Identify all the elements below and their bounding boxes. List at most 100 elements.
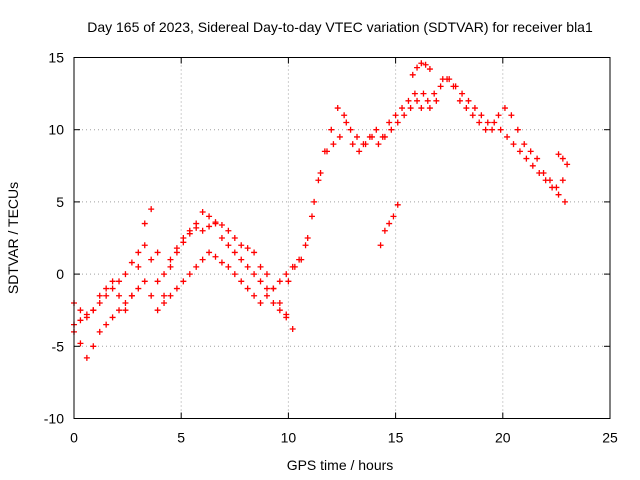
data-point [244, 263, 251, 270]
series-track-5 [296, 76, 566, 263]
data-point [465, 97, 472, 104]
data-point [167, 292, 174, 299]
data-point [478, 112, 485, 119]
data-point [186, 230, 193, 237]
data-point [360, 141, 367, 148]
y-tick-label: -5 [52, 338, 65, 354]
data-point [559, 155, 566, 162]
series-track-6 [377, 201, 401, 249]
data-point [459, 90, 466, 97]
data-point [411, 90, 418, 97]
data-point [263, 285, 270, 292]
data-point [90, 307, 97, 314]
data-point [225, 227, 232, 234]
data-point [426, 66, 433, 73]
data-point [482, 126, 489, 133]
y-axis-label: SDTVAR / TECUs [5, 182, 21, 294]
data-point [405, 97, 412, 104]
data-point [431, 90, 438, 97]
data-point [154, 249, 161, 256]
data-point [456, 97, 463, 104]
data-point [311, 198, 318, 205]
data-point [321, 148, 328, 155]
data-point [244, 285, 251, 292]
series-track-7 [409, 60, 433, 78]
data-point [161, 292, 168, 299]
data-point [420, 90, 427, 97]
data-point [392, 112, 399, 119]
data-point [529, 162, 536, 169]
data-point [341, 112, 348, 119]
data-point [186, 271, 193, 278]
data-point [283, 311, 290, 318]
data-point [173, 245, 180, 252]
data-point [154, 307, 161, 314]
data-point [206, 249, 213, 256]
data-point [328, 126, 335, 133]
data-point [390, 213, 397, 220]
data-point [238, 278, 245, 285]
data-point [553, 184, 560, 191]
data-point [444, 76, 451, 83]
data-point [231, 249, 238, 256]
data-point [103, 285, 110, 292]
data-point [555, 151, 562, 158]
data-point [386, 119, 393, 126]
data-point [141, 278, 148, 285]
x-tick-label: 5 [177, 430, 185, 446]
data-point [225, 242, 232, 249]
data-point [334, 105, 341, 112]
data-point [276, 307, 283, 314]
x-tick-label: 15 [388, 430, 404, 446]
data-point [433, 97, 440, 104]
data-point [424, 97, 431, 104]
data-point [135, 263, 142, 270]
data-point [135, 285, 142, 292]
data-point [304, 235, 311, 241]
data-point [283, 271, 290, 278]
data-point [330, 141, 337, 148]
data-point [315, 177, 322, 184]
data-point [218, 259, 225, 266]
data-point [349, 141, 356, 148]
data-point [218, 222, 225, 229]
grid [74, 57, 610, 419]
data-point [180, 278, 187, 285]
data-point [317, 170, 324, 177]
data-point [212, 219, 219, 226]
data-point [476, 119, 483, 126]
data-point [238, 256, 245, 263]
data-point [381, 227, 388, 234]
data-point [122, 299, 129, 306]
data-point [471, 105, 478, 112]
data-point [263, 292, 270, 299]
data-point [401, 112, 408, 119]
data-point [285, 278, 292, 285]
data-point [484, 119, 491, 126]
data-point [116, 278, 123, 285]
data-point [302, 242, 309, 249]
data-point [251, 271, 258, 278]
data-point [122, 271, 129, 278]
data-point [154, 278, 161, 285]
data-point [546, 177, 553, 184]
data-point [109, 285, 116, 292]
data-point [77, 307, 84, 314]
data-point [193, 224, 200, 231]
series-track-2 [71, 206, 290, 321]
axis-ticks [73, 57, 611, 419]
data-point [450, 83, 457, 90]
data-point [409, 71, 416, 78]
data-point [141, 220, 148, 227]
data-point [206, 213, 213, 220]
x-axis-label: GPS time / hours [287, 457, 394, 473]
data-point [257, 278, 264, 285]
series-track-8 [555, 151, 571, 168]
data-point [394, 119, 401, 126]
data-point [148, 256, 155, 263]
data-point [96, 328, 103, 335]
data-point [399, 105, 406, 112]
data-point [491, 119, 498, 126]
data-point [418, 105, 425, 112]
data-point [495, 112, 502, 119]
